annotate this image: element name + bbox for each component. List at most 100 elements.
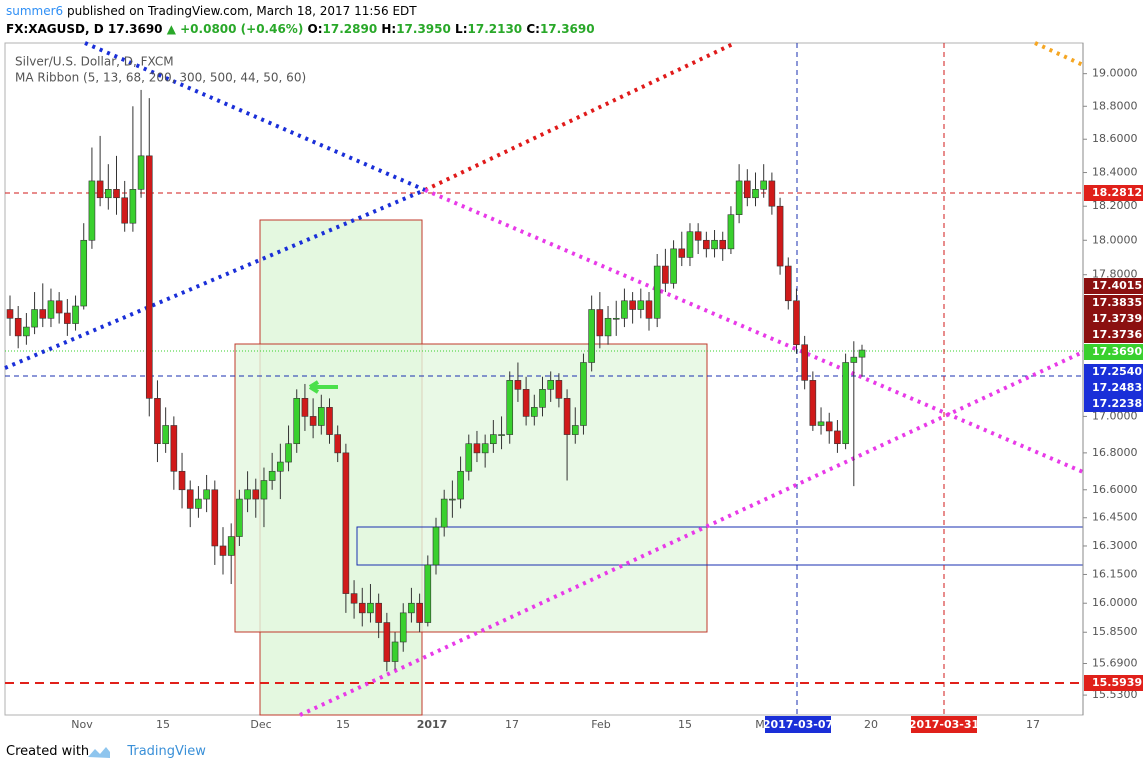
candle-body <box>219 545 227 556</box>
candle-body <box>703 239 710 250</box>
candle-body <box>735 180 743 215</box>
candle-body <box>88 180 96 241</box>
candle-body <box>408 602 415 614</box>
price-badge <box>1084 295 1143 311</box>
candle-body <box>465 443 473 472</box>
price-label: 17.2540 <box>1092 365 1142 378</box>
box <box>234 343 708 633</box>
chart: Silver/U.S. Dollar, D, FXCM MA Ribbon (5… <box>4 41 1143 733</box>
candle-body <box>47 300 55 319</box>
indicator-label: MA Ribbon (5, 13, 68, 200, 300, 500, 44,… <box>15 71 306 85</box>
price-label: 17.3739 <box>1092 312 1142 325</box>
brand[interactable]: TradingView <box>127 744 206 759</box>
y-tick-label: 15.5300 <box>1092 688 1138 701</box>
drawings <box>4 41 1084 717</box>
y-tick-label: 15.8500 <box>1092 625 1138 638</box>
candle-body <box>211 489 219 547</box>
y-tick-label: 16.1500 <box>1092 567 1138 580</box>
y-tick-label: 19.0000 <box>1092 67 1138 80</box>
trend-line <box>424 41 736 192</box>
price-label: 17.3690 <box>1092 345 1142 358</box>
candle-body <box>473 443 481 454</box>
candle-body <box>334 434 341 454</box>
l-label: L: <box>455 22 468 36</box>
date-badge <box>911 716 977 733</box>
candle-body <box>522 389 530 417</box>
candle-body <box>64 312 71 324</box>
candle-body <box>358 602 366 614</box>
price-badge <box>1084 675 1143 691</box>
candle-body <box>563 398 571 435</box>
y-tick-label: 18.0000 <box>1092 233 1138 246</box>
candle-body <box>621 300 628 319</box>
author[interactable]: summer6 <box>6 4 64 18</box>
candle-body <box>752 189 759 199</box>
candle-body <box>55 300 63 314</box>
price-badge <box>1084 185 1143 201</box>
trend-line <box>1034 41 1084 67</box>
candle-body <box>113 189 120 199</box>
candle-body <box>776 205 784 267</box>
low: 17.2130 <box>467 22 523 36</box>
x-tick-label: Dec <box>250 718 271 731</box>
candle-body <box>670 248 677 284</box>
candle-body <box>793 300 800 346</box>
candle-body <box>96 180 104 199</box>
candle-body <box>539 389 546 408</box>
c-label: C: <box>526 22 540 36</box>
candle-body <box>178 470 186 491</box>
x-tick-label: 2017 <box>417 718 448 731</box>
candle-body <box>14 317 22 337</box>
candle-body <box>760 180 767 190</box>
price-badge <box>1084 396 1143 412</box>
logo-shape <box>88 747 110 758</box>
y-tick-label: 16.4500 <box>1092 511 1138 524</box>
candle-body <box>236 498 243 537</box>
price-label: 18.2812 <box>1092 186 1142 199</box>
price-label: 17.2238 <box>1092 397 1142 410</box>
h-label: H: <box>381 22 397 36</box>
candle-body <box>784 265 792 302</box>
y-tick-label: 16.3000 <box>1092 539 1138 552</box>
candle-body <box>383 622 391 662</box>
candle-body <box>809 380 817 426</box>
published: published on TradingView.com, March 18, … <box>67 4 417 18</box>
x-tick-label: Nov <box>71 718 93 731</box>
candle-body <box>72 305 79 324</box>
close: 17.3690 <box>539 22 595 36</box>
candle-body <box>145 155 153 399</box>
symbol-line: FX:XAGUSD, D 17.3690 ▲ +0.0800 (+0.46%) … <box>6 22 595 36</box>
candle-body <box>694 231 702 241</box>
candle-body <box>268 470 276 481</box>
price-badge <box>1084 327 1143 343</box>
candle-body <box>186 489 194 509</box>
candle-body <box>571 425 579 435</box>
candle-body <box>481 443 489 454</box>
x-tick-label: 17 <box>505 718 519 731</box>
o-label: O: <box>307 22 323 36</box>
candle-body <box>580 362 587 426</box>
candle-body <box>121 197 128 224</box>
candle-body <box>678 248 686 258</box>
candle-body <box>105 189 112 199</box>
candle-body <box>711 239 718 250</box>
open: 17.2890 <box>322 22 378 36</box>
candle-body <box>850 356 858 363</box>
price-label: 17.2483 <box>1092 381 1142 394</box>
candle-body <box>653 265 661 319</box>
candle-body <box>686 231 694 258</box>
candle-body <box>662 265 669 284</box>
x-tick-label: 20 <box>864 718 878 731</box>
y-tick-label: 18.4000 <box>1092 166 1138 179</box>
candle-body <box>719 239 727 250</box>
x-tick-label: 2017-03-31 <box>909 718 979 731</box>
candle-body <box>604 317 612 337</box>
chart-title: Silver/U.S. Dollar, D, FXCM <box>15 55 174 69</box>
price-label: 17.4015 <box>1092 279 1142 292</box>
candle-body <box>858 349 866 358</box>
candle-body <box>195 498 202 509</box>
candle-body <box>727 214 735 250</box>
candle-body <box>39 309 47 319</box>
candle-body <box>834 430 841 445</box>
